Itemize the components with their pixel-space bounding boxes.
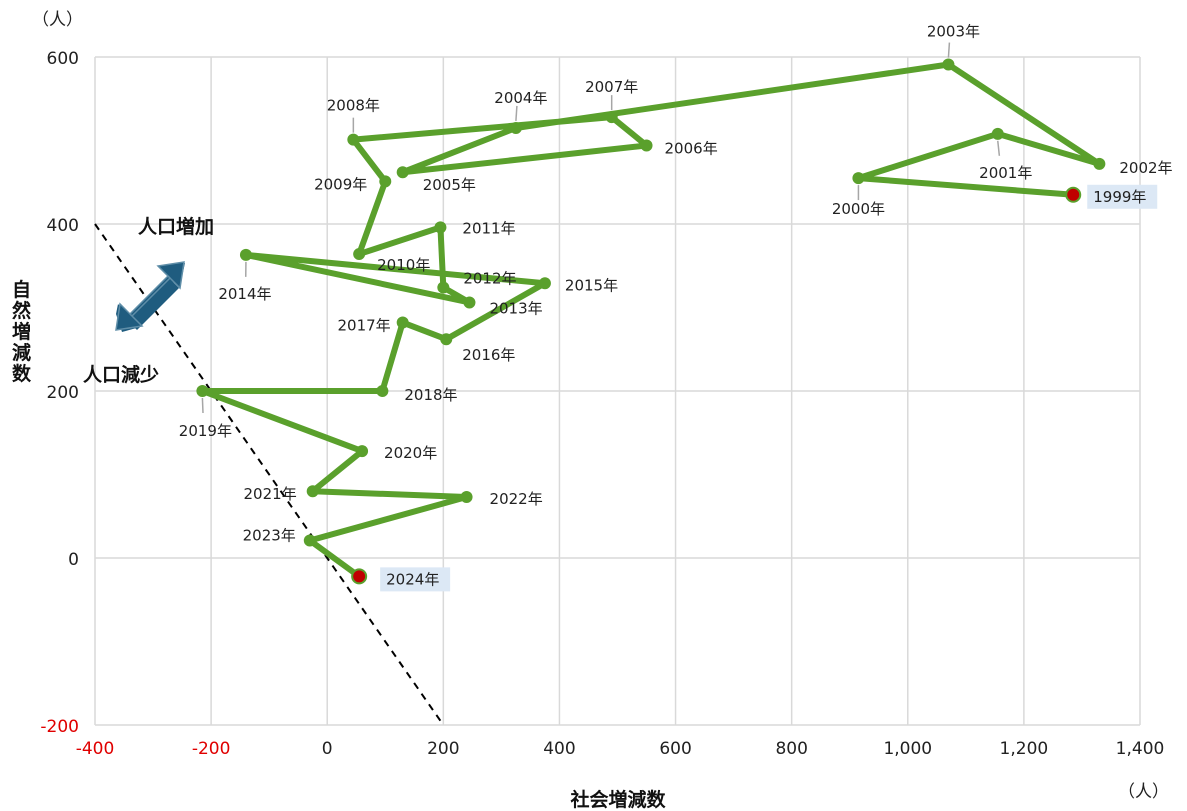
x-axis-unit: （人） [1118,782,1169,802]
x-tick-label: 800 [775,739,807,759]
data-point [347,133,360,146]
data-point [640,139,653,152]
data-point [351,568,368,585]
data-point [196,385,209,397]
label-leader-line [997,140,1001,156]
data-point-label: 2009年 [314,175,367,193]
data-point-label: 2020年 [384,444,437,462]
data-point-label: 2006年 [665,140,718,158]
data-point [509,121,522,134]
data-point [434,221,447,234]
data-point [1093,157,1106,170]
data-point [605,111,618,124]
data-point-label: 2018年 [404,386,457,404]
x-axis-title: 社会増減数 [569,788,666,811]
data-point [538,277,551,290]
data-point [1065,186,1082,203]
highlight-label-background [380,567,451,592]
data-point-label: 2014年 [218,285,271,303]
data-point-label: 2021年 [244,485,297,503]
x-tick-label: 0 [322,739,333,759]
y-axis-title: 自然増減数 [9,278,31,384]
data-point [396,316,409,329]
data-points [196,58,1106,585]
data-point-label: 2004年 [494,89,547,107]
y-tick-label: 0 [68,550,79,570]
x-tick-label: 400 [543,739,575,759]
data-point [852,172,865,185]
data-point [303,534,316,547]
data-point [942,58,955,71]
data-point [463,296,476,309]
x-tick-label: 1,000 [883,739,932,759]
label-leader-line [201,397,204,414]
data-point [991,127,1004,140]
highlight-label-background [1087,184,1158,209]
data-point-label: 2008年 [327,97,380,115]
gridlines [94,56,1141,726]
data-point-label: 2007年 [585,78,638,96]
x-tick-label: 600 [659,739,691,759]
y-tick-label: 400 [47,216,79,236]
data-point-label: 2016年 [462,346,515,364]
data-point [437,281,450,294]
data-point-label: 2022年 [490,490,543,508]
data-point-label: 2000年 [832,200,885,218]
data-point-label: 2003年 [927,23,980,41]
data-point [376,385,389,397]
x-tick-labels: -400 -200 0 200 400 600 800 1,000 1,200 1,400 [76,739,1165,759]
data-point [356,445,369,458]
data-point [396,166,409,179]
y-tick-label: 200 [47,383,79,403]
x-tick-label: 1,200 [1000,739,1049,759]
y-tick-label: -200 [40,717,79,737]
population-decrease-annotation: 人口減少 [83,363,159,386]
direction-arrow-icon [115,261,185,332]
data-point [353,248,366,261]
data-point [440,333,453,346]
label-leader-lines [201,42,1001,414]
data-point-label: 2011年 [462,219,515,237]
data-point [306,485,319,498]
y-axis-unit: （人） [32,10,83,30]
y-tick-labels: -200 0 200 400 600 [40,49,79,737]
x-tick-label: -200 [192,739,231,759]
data-point-label: 2019年 [179,422,232,440]
data-point-labels: 1999年 2000年 2001年 2002年 2003年 2004年 2005年 2006年… [179,23,1173,592]
x-tick-label: 200 [427,739,459,759]
data-point [239,248,252,261]
data-point-label: 2017年 [338,317,391,335]
break-even-reference-line [94,223,445,726]
data-point [379,175,392,188]
data-point-label: 1999年 [1093,188,1146,206]
data-point-label: 2005年 [423,176,476,194]
data-point-label: 2012年 [463,269,516,287]
data-point-label: 2023年 [243,526,296,544]
data-point-label: 2001年 [979,164,1032,182]
x-tick-label: -400 [76,739,115,759]
label-leader-line [515,105,518,122]
y-tick-label: 600 [47,49,79,69]
data-point-label: 2013年 [489,299,542,317]
data-point-label: 2010年 [377,256,430,274]
series-line [199,61,1103,579]
data-point [460,491,473,504]
data-point-label: 2024年 [386,570,439,588]
x-tick-label: 1,400 [1116,739,1165,759]
population-increase-annotation: 人口増加 [138,215,214,238]
label-leader-line [947,42,951,58]
data-point-label: 2002年 [1119,159,1172,177]
data-point-label: 2015年 [565,276,618,294]
